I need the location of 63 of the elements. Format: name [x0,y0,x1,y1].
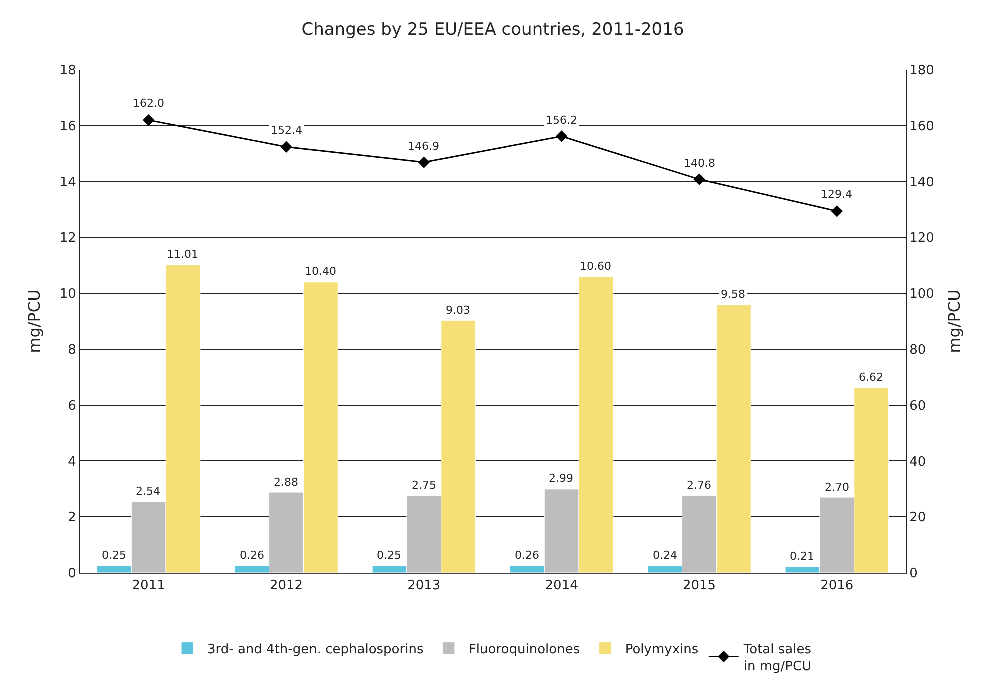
data-label: 140.8 [684,157,716,170]
y-tick-label: 12 [60,231,76,246]
y2-tick-label: 140 [910,175,934,190]
y2-tick-label: 40 [910,454,926,470]
data-label: 2.54 [136,485,160,498]
y2-tick-label: 60 [910,398,926,414]
y2-axis-title: mg/PCU [945,290,964,354]
data-label: 9.03 [446,304,470,317]
y-tick-label: 14 [60,175,76,190]
data-label: 2.75 [412,479,436,492]
y2-tick-label: 0 [910,566,918,582]
data-label: 162.0 [133,97,164,110]
data-label: 0.25 [377,549,402,562]
legend-label: Total sales in mg/PCU [742,642,812,674]
data-label: 0.24 [653,549,678,562]
data-label: 6.62 [859,371,884,384]
point [694,174,706,186]
x-tick-label: 2015 [682,578,716,594]
y-tick-label: 4 [68,454,76,470]
data-label: 152.4 [271,124,302,137]
data-label: 2.70 [825,481,850,494]
data-label: 10.40 [305,265,336,278]
data-label: 0.26 [515,549,540,562]
y2-tick-label: 20 [910,510,926,526]
y2-tick-label: 160 [910,119,934,134]
y2-tick-label: 80 [910,342,926,358]
point [280,141,292,153]
y-tick-label: 18 [60,64,76,79]
data-label: 0.25 [102,549,126,562]
x-tick-label: 2011 [132,578,166,594]
data-label: 129.4 [821,188,852,201]
point [831,206,844,218]
data-label: 2.99 [549,472,574,485]
point [556,130,568,142]
y2-tick-label: 100 [910,287,934,302]
point [142,114,155,126]
data-label: 9.58 [721,288,746,301]
y-tick-label: 16 [60,119,76,134]
data-label: 0.26 [240,549,264,562]
x-tick-label: 2016 [820,578,854,594]
data-label: 2.88 [274,476,298,489]
legend-label: Polymyxins [625,642,699,658]
x-tick-label: 2012 [270,578,304,594]
y2-tick-label: 180 [910,64,934,79]
y-tick-label: 2 [68,510,76,526]
data-label: 0.21 [790,550,814,563]
data-label: 156.2 [546,114,578,127]
x-tick-label: 2013 [408,578,441,594]
x-tick-label: 2014 [545,578,578,594]
data-label: 146.9 [408,140,440,153]
data-label: 11.01 [167,248,198,261]
y-tick-label: 8 [68,342,76,358]
legend-label: 3rd- and 4th-gen. cephalosporins [208,642,424,658]
y-axis-title: mg/PCU [24,290,44,354]
data-label: 2.76 [687,479,712,492]
legend-label: Fluoroquinolones [468,642,580,658]
y-tick-label: 6 [68,398,76,414]
point [418,156,430,168]
y2-tick-label: 120 [910,231,934,246]
chart-title: Changes by 25 EU/EEA countries, 2011-2016 [302,20,684,40]
data-label: 10.60 [580,260,612,273]
y-tick-label: 0 [68,566,76,582]
y-tick-label: 10 [60,287,76,302]
